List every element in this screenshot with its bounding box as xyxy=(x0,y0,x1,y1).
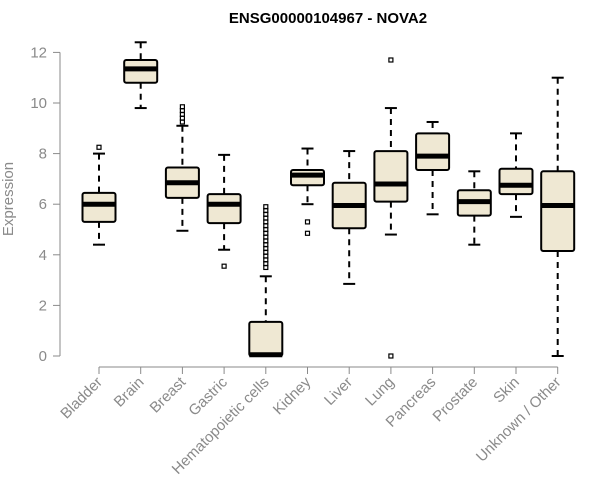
y-tick-label: 10 xyxy=(30,95,47,112)
box-liver xyxy=(331,150,367,285)
iqr-box xyxy=(498,167,534,196)
y-tick-label: 8 xyxy=(39,146,47,163)
chart-title: ENSG00000104967 - NOVA2 xyxy=(229,10,427,27)
outlier-point xyxy=(179,104,185,110)
iqr-box xyxy=(290,169,325,187)
y-tick-label: 4 xyxy=(39,247,47,264)
outlier-point xyxy=(304,230,311,236)
y-tick-label: 0 xyxy=(39,348,47,365)
box-brain xyxy=(123,41,159,110)
x-tick-label: Bladder xyxy=(57,374,106,423)
x-tick-label: Liver xyxy=(321,374,356,409)
outlier-point xyxy=(304,219,311,225)
box-lung xyxy=(373,57,409,359)
box-bladder xyxy=(81,144,117,246)
iqr-box xyxy=(415,132,451,172)
x-tick-label: Prostate xyxy=(430,374,482,426)
outlier-point xyxy=(96,144,102,150)
y-axis: 0 2 4 6 8 10 12 xyxy=(30,44,61,365)
iqr-box xyxy=(123,58,159,84)
y-tick-label: 2 xyxy=(39,297,47,314)
box-skin xyxy=(498,132,534,218)
x-tick-label: Lung xyxy=(362,374,398,410)
iqr-box xyxy=(206,193,242,225)
box-kidney xyxy=(290,147,325,236)
x-tick-label: Skin xyxy=(490,374,523,407)
y-axis-label: Expression xyxy=(0,162,17,236)
iqr-box xyxy=(81,191,117,223)
iqr-box xyxy=(373,150,409,203)
y-tick-label: 12 xyxy=(30,44,47,61)
x-tick-label: Breast xyxy=(147,373,190,416)
box-pancreas xyxy=(415,120,451,216)
x-tick-label: Brain xyxy=(111,374,148,411)
box-hematopoietic-cells xyxy=(248,204,284,358)
outlier-point xyxy=(221,263,227,269)
box-prostate xyxy=(456,170,492,246)
y-tick-label: 6 xyxy=(39,196,47,213)
boxes-group xyxy=(81,41,576,359)
box-gastric xyxy=(206,153,242,269)
iqr-box xyxy=(248,320,284,357)
outlier-point xyxy=(388,57,394,63)
outlier-point xyxy=(263,204,269,210)
iqr-box xyxy=(540,170,576,253)
x-tick-label: Kidney xyxy=(270,373,315,418)
box-breast xyxy=(164,104,200,232)
outlier-point xyxy=(388,353,394,359)
box-unknown-other xyxy=(540,76,576,357)
